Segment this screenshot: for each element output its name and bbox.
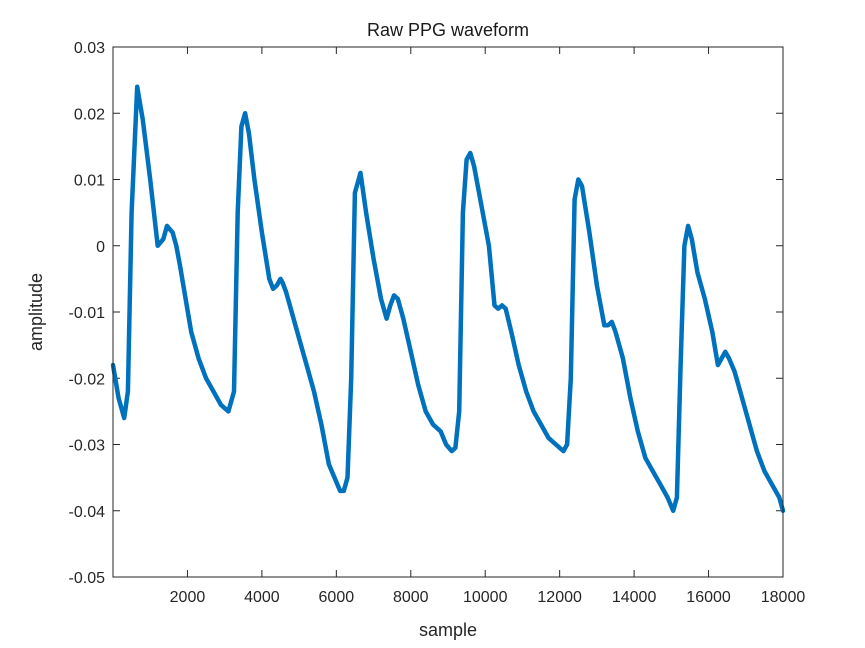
series-line (110, 84, 786, 514)
y-tick-label: -0.02 (69, 371, 106, 388)
y-tick-label: -0.03 (69, 438, 106, 455)
y-tick-label: 0.01 (74, 173, 105, 190)
plot-area-box (112, 46, 784, 578)
chart-title: Raw PPG waveform (367, 20, 529, 40)
y-tick-label: 0 (96, 239, 105, 256)
y-axis-label: amplitude (26, 273, 46, 351)
x-tick-label: 14000 (612, 589, 657, 606)
x-tick-label: 6000 (319, 589, 355, 606)
x-axis-label: sample (419, 620, 477, 640)
y-tick-label: 0.02 (74, 106, 105, 123)
x-tick-label: 12000 (537, 589, 582, 606)
x-tick-label: 4000 (244, 589, 280, 606)
y-tick-label: -0.01 (69, 305, 106, 322)
x-tick-label: 16000 (686, 589, 731, 606)
x-tick-label: 8000 (393, 589, 429, 606)
x-tick-label: 2000 (170, 589, 206, 606)
y-tick-label: 0.03 (74, 40, 105, 57)
y-tick-label: -0.04 (69, 504, 106, 521)
x-tick-label: 10000 (463, 589, 508, 606)
x-tick-label: 18000 (761, 589, 806, 606)
y-tick-label: -0.05 (69, 570, 106, 587)
